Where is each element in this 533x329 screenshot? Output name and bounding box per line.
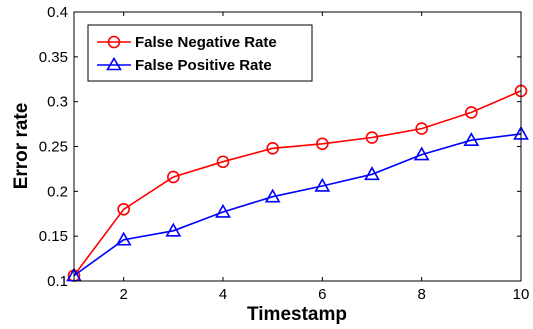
y-tick-label: 0.35: [39, 49, 68, 66]
x-tick-label: 4: [219, 286, 227, 303]
legend-label-false-positive: False Positive Rate: [135, 57, 272, 74]
data-point-false-negative: [216, 155, 230, 169]
series-line-false-negative: [73, 90, 522, 277]
data-point-false-negative: [465, 106, 478, 119]
data-point-false-negative: [167, 170, 180, 184]
data-point-false-positive: [264, 188, 281, 203]
series-layer: [66, 84, 529, 282]
data-point-false-positive: [165, 222, 182, 237]
data-point-false-positive: [463, 132, 480, 147]
y-tick-label: 0.25: [39, 139, 68, 156]
y-tick-label: 0.2: [47, 183, 68, 200]
x-tick-label: 2: [119, 286, 127, 303]
data-point-false-negative: [415, 122, 428, 135]
y-tick-label: 0.1: [47, 273, 68, 290]
data-point-false-negative: [365, 131, 379, 144]
series-line-false-positive: [73, 133, 522, 277]
legend: False Negative Rate False Positive Rate: [87, 24, 313, 82]
legend-marker-circle: [107, 35, 121, 49]
legend-box: [87, 24, 313, 82]
x-tick-label: 6: [318, 286, 326, 303]
y-axis-title: Error rate: [11, 103, 32, 190]
y-tick-label: 0.15: [39, 228, 68, 245]
y-tick-label: 0.4: [47, 4, 68, 21]
data-point-false-negative: [266, 141, 279, 155]
data-point-false-positive: [314, 177, 331, 192]
data-point-false-negative: [316, 137, 329, 151]
x-tick-label: 10: [513, 286, 530, 303]
y-tick-label: 0.3: [47, 94, 68, 111]
x-tick-label: 8: [417, 286, 425, 303]
axis-ticks: 2 4 6 8 10 0.1 0.15 0.2 0.25 0.3 0.35 0.4: [39, 4, 530, 303]
data-point-false-negative: [117, 202, 130, 216]
data-point-false-positive: [215, 203, 231, 218]
data-point-false-positive: [115, 231, 132, 246]
legend-marker-triangle: [106, 56, 122, 71]
plot-frame: [73, 11, 522, 282]
x-axis-title: Timestamp: [247, 304, 347, 325]
data-point-false-positive: [364, 166, 380, 181]
data-point-false-positive: [413, 146, 430, 161]
legend-label-false-negative: False Negative Rate: [135, 34, 277, 51]
